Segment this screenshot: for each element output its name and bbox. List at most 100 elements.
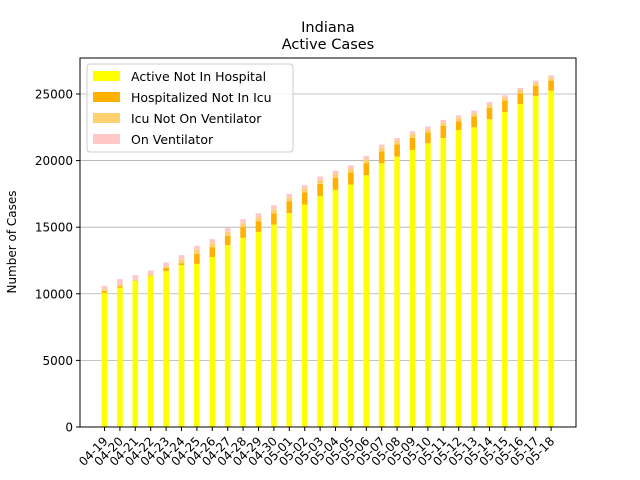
bar-segment [255,231,262,427]
bar-segment [117,279,123,285]
bar-segment [194,249,200,254]
bar-segment [486,101,493,105]
bar-segment [532,82,539,86]
bar-segment [301,185,308,189]
bar-segment [348,184,354,427]
bar-segment [517,89,524,94]
bar-segment [378,163,385,427]
bar-segment [255,221,262,232]
bar-segment [455,129,462,428]
bar-segment [271,205,277,210]
bar-segment [363,159,370,164]
bar-segment [332,170,339,174]
legend-label: Active Not In Hospital [131,69,266,84]
bar-segment [101,285,108,290]
bar-segment [286,197,293,202]
legend-label: Hospitalized Not In Icu [131,90,272,105]
bar-segment [132,275,139,280]
bar-segment [224,227,231,232]
bar-segment [517,103,524,427]
legend-swatch [93,134,120,144]
y-axis-label: Number of Cases [5,190,19,293]
bar-segment [224,235,231,246]
bar-segment [240,223,246,228]
y-tick-label: 15000 [35,221,73,235]
bar-segment [301,192,308,205]
bar-segment [532,80,539,83]
bar-segment [378,147,385,152]
bar-segment [394,144,400,157]
bar-segment [425,132,431,144]
bar-segment [101,291,108,294]
bar-segment [163,271,169,427]
bar-segment [332,189,339,427]
bar-segment [486,104,493,108]
bar-segment [317,179,323,184]
bar-segment [348,168,354,173]
bar-segment [363,163,370,176]
grid-layer [80,93,576,361]
bar-segment [317,176,323,180]
bar-segment [178,265,185,427]
bar-segment [178,255,185,260]
bar-segment [209,247,216,258]
y-tick-label: 20000 [35,154,73,168]
bar-segment [163,266,169,268]
bar-segment [440,122,447,126]
bar-segment [363,175,370,427]
bar-segment [132,279,139,282]
y-axis: 0 5000 10000 15000 20000 25000 [35,87,80,435]
bar-segment [409,133,416,138]
bar-segment [178,263,185,266]
bar-segment [486,107,493,120]
y-tick-label: 5000 [42,354,73,368]
bar-segment [194,245,200,250]
bar-segment [502,111,508,427]
y-tick-label: 0 [65,421,73,435]
bar-segment [502,97,508,101]
bar-segment [163,267,169,272]
plot-frame [79,57,577,428]
bar-segment [301,188,308,193]
chart-subtitle: Active Cases [282,37,375,53]
bar-segment [240,237,246,427]
legend-box [86,63,294,153]
bar-segment [471,113,477,117]
bar-segment [286,201,293,214]
bar-segment [363,155,370,160]
bar-segment [147,270,154,275]
bar-segment [532,95,539,428]
bar-segment [101,289,108,292]
bar-segment [394,137,400,141]
bar-segment [440,119,447,123]
bar-segment [178,259,185,264]
bar-segment [471,110,477,114]
bar-segment [425,126,431,130]
bar-segment [378,144,385,148]
bar-segment [271,209,277,214]
legend-swatch [93,71,120,81]
bar-segment [147,274,154,277]
bar-segment [425,129,431,133]
bar-segment [455,121,462,130]
bar-segment [332,177,339,190]
bar-segment [471,127,477,428]
bar-segment [301,204,308,427]
bars-layer [101,75,554,428]
legend-swatch [93,92,120,102]
bar-segment [425,143,431,427]
bar-segment [240,219,246,224]
bar-segment [194,263,200,427]
bar-segment [378,151,385,164]
bar-segment [255,213,262,218]
bar-segment [194,253,200,264]
bar-segment [117,287,123,427]
bar-segment [163,262,169,267]
bar-segment [455,115,462,118]
bar-segment [209,239,216,244]
bar-segment [486,119,493,427]
bar-segment [255,217,262,222]
bar-segment [224,245,231,427]
bar-segment [147,276,154,427]
